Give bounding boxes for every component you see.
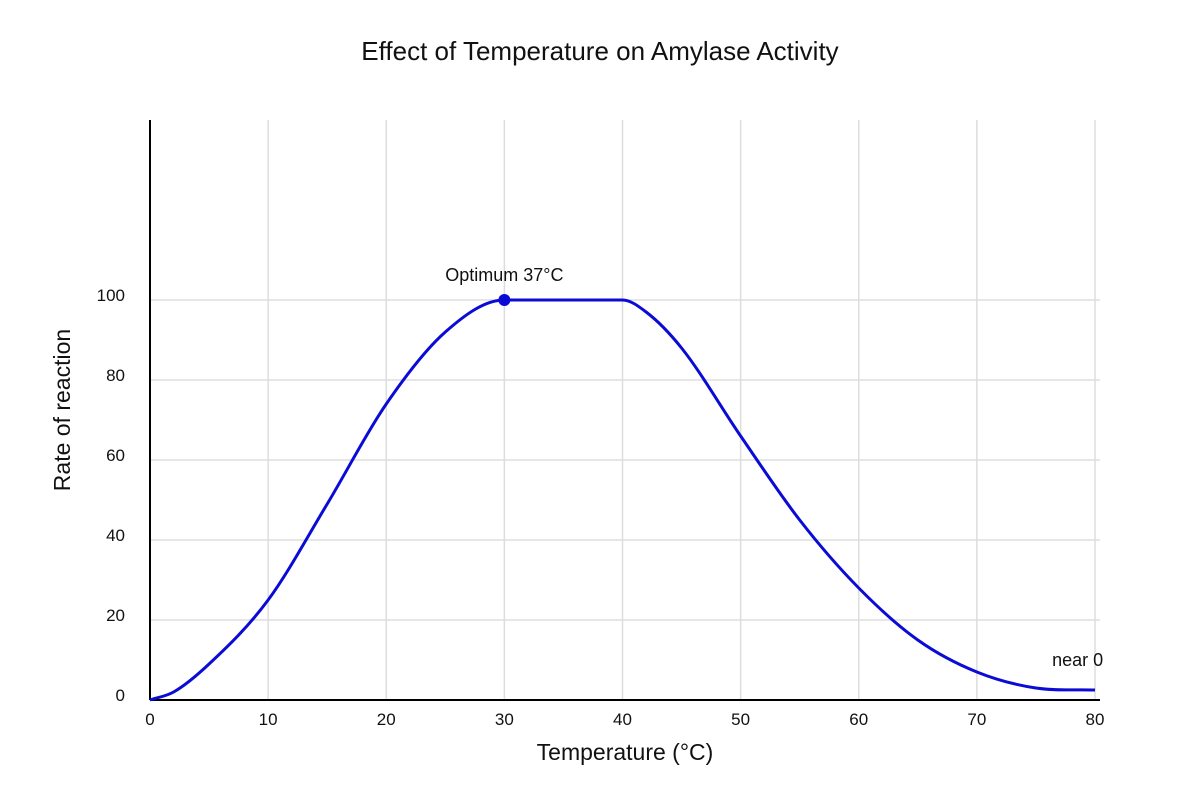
optimum-marker: [498, 294, 511, 306]
x-tick-label: 0: [145, 710, 154, 729]
y-tick-label: 100: [97, 286, 125, 305]
x-tick-label: 60: [849, 710, 868, 729]
y-tick-label: 0: [116, 686, 125, 705]
ticks-layer: 0 10 20 30 40 50 60 70 80 0 20 40 60 80 100: [97, 286, 1105, 729]
axes-layer: [149, 120, 1100, 701]
y-tick-label: 60: [106, 446, 125, 465]
x-tick-label: 30: [495, 710, 514, 729]
x-tick-label: 40: [613, 710, 632, 729]
x-tick-label: 10: [259, 710, 278, 729]
marks-layer: Optimum 37°C near 0: [445, 265, 1103, 670]
series-layer: [149, 298, 1096, 702]
y-axis-label: Rate of reaction: [49, 329, 75, 491]
x-tick-label: 20: [377, 710, 396, 729]
x-tick-label: 50: [731, 710, 750, 729]
grid-layer: [150, 120, 1100, 700]
y-tick-label: 40: [106, 526, 125, 545]
chart-title: Effect of Temperature on Amylase Activit…: [361, 36, 838, 66]
x-axis-label: Temperature (°C): [537, 739, 714, 765]
near-zero-annotation: near 0: [1052, 650, 1103, 670]
optimum-annotation: Optimum 37°C: [445, 265, 563, 285]
x-tick-label: 70: [967, 710, 986, 729]
y-tick-label: 20: [106, 606, 125, 625]
y-tick-label: 80: [106, 366, 125, 385]
x-tick-label: 80: [1086, 710, 1105, 729]
series-line: [149, 298, 1096, 702]
